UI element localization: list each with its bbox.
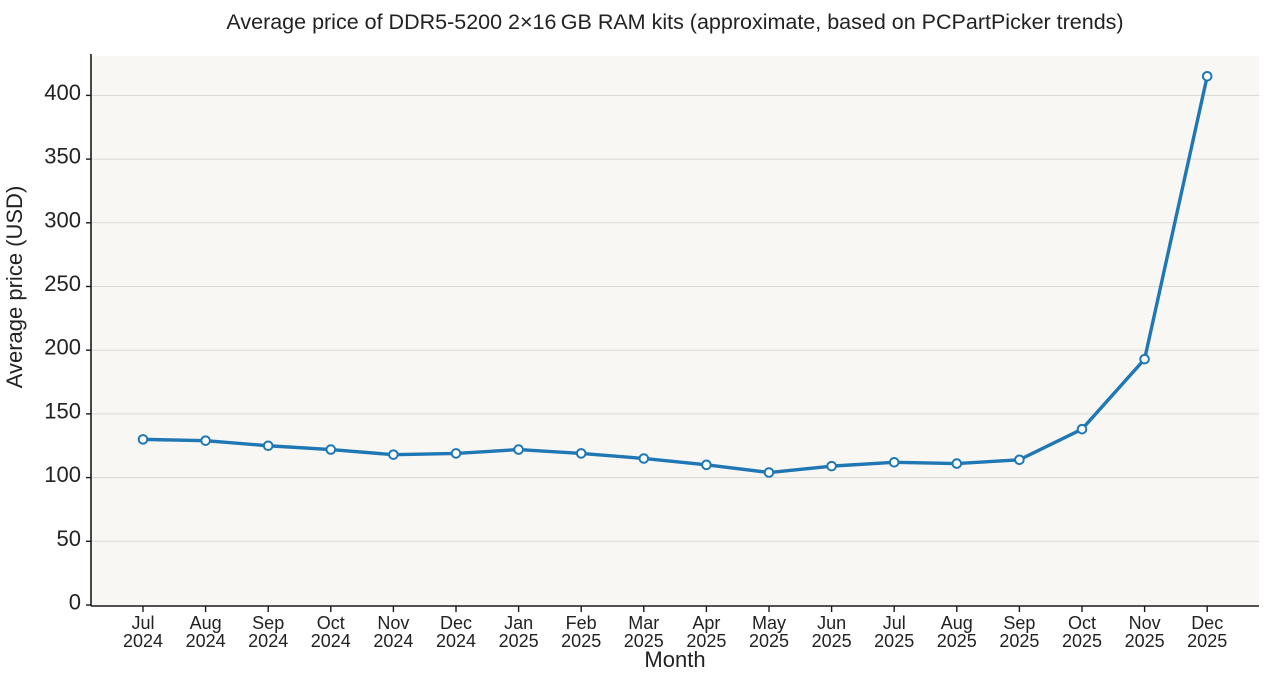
svg-text:Dec: Dec (440, 613, 472, 633)
svg-text:Jul: Jul (131, 613, 154, 633)
svg-text:Sep: Sep (1003, 613, 1035, 633)
svg-text:2024: 2024 (123, 631, 163, 651)
svg-text:Aug: Aug (941, 613, 973, 633)
svg-text:Oct: Oct (1068, 613, 1096, 633)
svg-text:0: 0 (69, 590, 81, 615)
svg-text:2025: 2025 (1125, 631, 1165, 651)
svg-text:Oct: Oct (317, 613, 345, 633)
svg-text:2025: 2025 (1062, 631, 1102, 651)
svg-text:150: 150 (44, 398, 81, 423)
svg-text:2025: 2025 (937, 631, 977, 651)
svg-text:Feb: Feb (566, 613, 597, 633)
svg-text:2025: 2025 (561, 631, 601, 651)
svg-text:2025: 2025 (749, 631, 789, 651)
svg-text:2025: 2025 (874, 631, 914, 651)
svg-text:Dec: Dec (1191, 613, 1223, 633)
svg-text:2024: 2024 (311, 631, 351, 651)
svg-text:Mar: Mar (628, 613, 659, 633)
svg-text:400: 400 (44, 80, 81, 105)
svg-text:Month: Month (644, 647, 705, 672)
svg-text:Average price (USD): Average price (USD) (2, 186, 27, 389)
svg-text:Nov: Nov (377, 613, 409, 633)
svg-text:200: 200 (44, 335, 81, 360)
svg-text:2024: 2024 (373, 631, 413, 651)
svg-text:2025: 2025 (812, 631, 852, 651)
svg-text:50: 50 (57, 526, 81, 551)
svg-text:2024: 2024 (436, 631, 476, 651)
svg-text:Apr: Apr (692, 613, 720, 633)
svg-text:Nov: Nov (1129, 613, 1161, 633)
svg-text:300: 300 (44, 207, 81, 232)
svg-text:2025: 2025 (499, 631, 539, 651)
svg-text:2025: 2025 (1187, 631, 1227, 651)
svg-text:100: 100 (44, 462, 81, 487)
svg-text:Aug: Aug (190, 613, 222, 633)
svg-text:Sep: Sep (252, 613, 284, 633)
svg-text:Jan: Jan (504, 613, 533, 633)
svg-text:2024: 2024 (248, 631, 288, 651)
svg-text:2025: 2025 (999, 631, 1039, 651)
svg-text:Jul: Jul (883, 613, 906, 633)
svg-text:350: 350 (44, 144, 81, 169)
svg-text:250: 250 (44, 271, 81, 296)
svg-text:Jun: Jun (817, 613, 846, 633)
svg-text:May: May (752, 613, 786, 633)
svg-text:2024: 2024 (186, 631, 226, 651)
